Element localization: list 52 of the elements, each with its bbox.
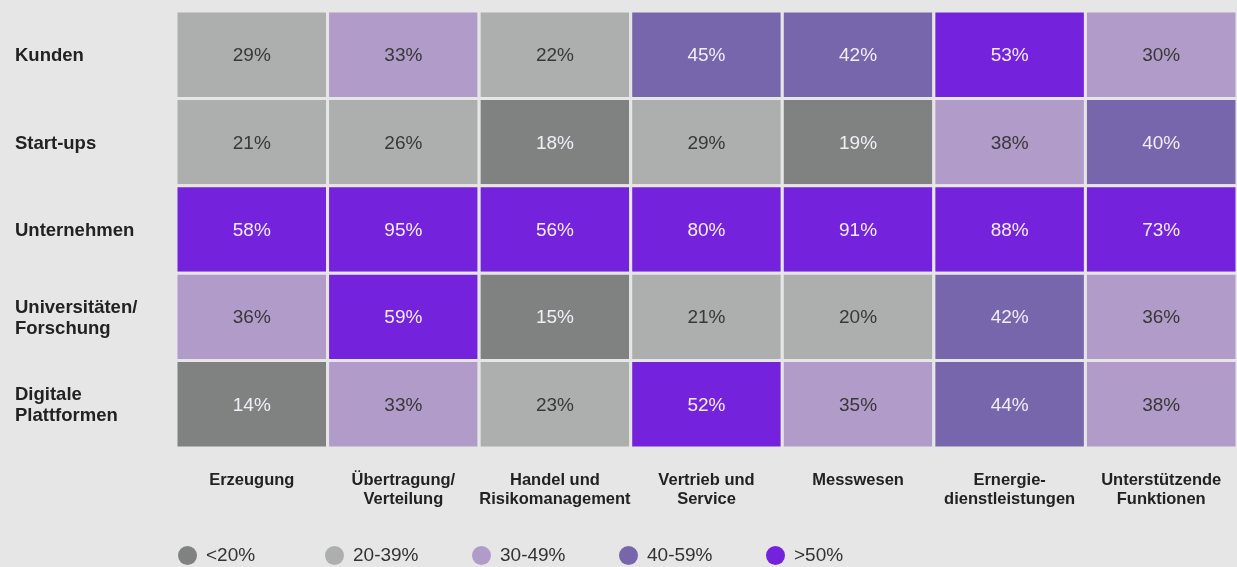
data-label: 88% bbox=[990, 219, 1029, 240]
data-label: 14% bbox=[232, 393, 271, 415]
data-label: 15% bbox=[535, 306, 575, 328]
data-label: 53% bbox=[990, 44, 1029, 66]
data-label: 73% bbox=[1142, 219, 1181, 240]
data-label: 22% bbox=[535, 44, 575, 66]
data-label: 19% bbox=[839, 131, 878, 153]
y-tick-label: Start-ups bbox=[15, 131, 97, 153]
data-label: 30% bbox=[1142, 44, 1181, 66]
text: 40-59% bbox=[647, 544, 713, 565]
data-label: 21% bbox=[232, 131, 271, 153]
data-label: 29% bbox=[232, 44, 271, 66]
data-label: 52% bbox=[687, 393, 726, 415]
data-label: 80% bbox=[687, 219, 726, 240]
data-label: 42% bbox=[990, 306, 1029, 328]
x-tick-label: Unterstützende Funktionen bbox=[1101, 469, 1222, 507]
data-label: 20% bbox=[839, 306, 878, 328]
data-label: 95% bbox=[384, 219, 423, 240]
data-label: 40% bbox=[1142, 131, 1181, 153]
text: >50% bbox=[794, 544, 844, 565]
x-tick-label: Ernergie- dienstleistungen bbox=[944, 469, 1076, 507]
data-label: 18% bbox=[535, 131, 575, 153]
data-label: 26% bbox=[384, 131, 423, 153]
y-tick-label: Universitäten/ Forschung bbox=[15, 295, 138, 338]
x-tick-label: Handel und Risikomanagement bbox=[479, 469, 632, 507]
data-label: 21% bbox=[687, 306, 726, 328]
y-tick-label: Digitale Plattformen bbox=[15, 383, 118, 426]
data-label: 38% bbox=[990, 131, 1029, 153]
x-tick-label: Vertrieb und Service bbox=[658, 469, 755, 507]
text: 20-39% bbox=[353, 544, 419, 565]
data-label: 36% bbox=[232, 306, 271, 328]
data-label: 56% bbox=[535, 219, 575, 240]
data-label: 33% bbox=[384, 44, 423, 66]
data-label: 59% bbox=[384, 306, 423, 328]
x-tick-label: Messwesen bbox=[812, 469, 904, 488]
data-label: 35% bbox=[839, 393, 878, 415]
data-label: 36% bbox=[1142, 306, 1181, 328]
data-label: 42% bbox=[839, 44, 878, 66]
data-label: 45% bbox=[687, 44, 726, 66]
x-tick-label: Übertragung/ Verteilung bbox=[351, 469, 456, 507]
data-label: 29% bbox=[687, 131, 726, 153]
y-tick-label: Unternehmen bbox=[15, 219, 135, 240]
data-label: 44% bbox=[990, 393, 1029, 415]
data-label: 38% bbox=[1142, 393, 1181, 415]
y-tick-label: Kunden bbox=[15, 44, 84, 66]
data-label: 33% bbox=[384, 393, 423, 415]
data-label: 23% bbox=[535, 393, 575, 415]
text: <20% bbox=[206, 544, 256, 565]
text: 30-49% bbox=[500, 544, 566, 565]
data-label: 91% bbox=[839, 219, 878, 240]
x-tick-label: Erzeugung bbox=[209, 469, 295, 488]
data-label: 58% bbox=[232, 219, 271, 240]
